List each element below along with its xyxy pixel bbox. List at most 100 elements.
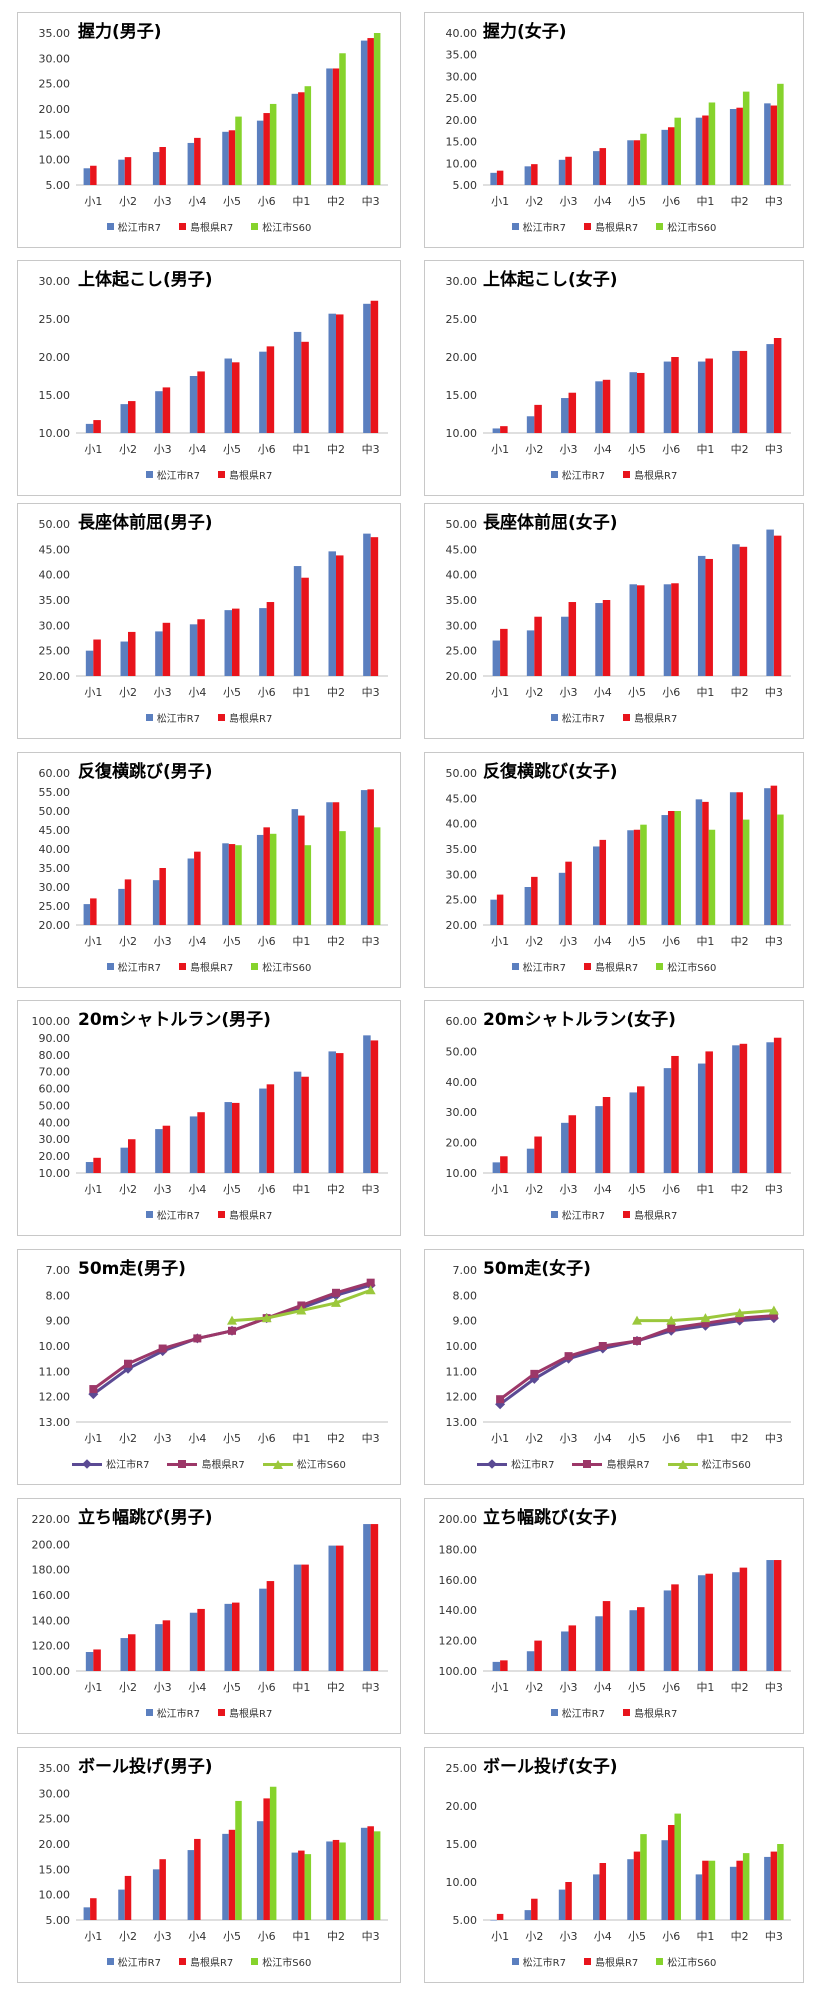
bar-shimane_r7-小3 [568, 392, 577, 433]
bar-shimane_r7-小6 [266, 602, 275, 676]
legend-item: 松江市R7 [550, 1705, 605, 1720]
bar-matsue_r7-小5 [627, 830, 634, 925]
x-tick-label: 小1 [491, 1183, 509, 1196]
bar-matsue_r7-中1 [697, 1063, 706, 1173]
bar-shimane_r7-中1 [702, 801, 709, 925]
x-tick-label: 小4 [594, 686, 612, 699]
bar-matsue_r7-小5 [222, 131, 229, 185]
bar-matsue_r7-中1 [697, 361, 706, 433]
bar-matsue_r7-小1 [85, 1652, 94, 1671]
bar-shimane_r7-小6 [671, 357, 679, 433]
bar-matsue_s60-小6 [269, 833, 277, 925]
bar-matsue_r7-中3 [766, 1560, 774, 1671]
series-line-matsue_r7_line [92, 1283, 372, 1396]
bar-matsue_r7-中1 [293, 1564, 302, 1671]
bar-matsue_r7-中1 [293, 566, 302, 676]
bar-shimane_r7-小6 [667, 811, 675, 925]
x-tick-label: 中1 [696, 1183, 714, 1196]
bar-matsue_r7-小1 [85, 650, 94, 676]
x-tick-label: 小5 [628, 443, 646, 456]
legend-swatch-icon [178, 963, 186, 970]
legend-swatch-icon [106, 223, 114, 230]
x-tick-label: 小3 [560, 1930, 578, 1943]
legend-swatch-icon [656, 223, 664, 230]
x-tick-label: 小2 [525, 1432, 543, 1445]
x-tick-label: 中1 [292, 1930, 310, 1943]
legend-label: 島根県R7 [634, 471, 678, 482]
bar-matsue_s60-中3 [373, 1831, 381, 1920]
point-matsue_s60_line [666, 1315, 677, 1325]
point-shimane_r7_line [769, 1311, 778, 1320]
bar-shimane_r7-小3 [565, 1882, 572, 1920]
bar-matsue_r7-小1 [490, 899, 497, 925]
legend-label: 松江市S60 [701, 1460, 751, 1471]
chart-panel: 10.00 15.00 20.00 25.00 30.00 小1 小2 小3 小4 小5 小6 中1 中… [424, 260, 804, 496]
y-tick-label: 160.00 [32, 1589, 71, 1602]
bar-shimane_r7-小6 [263, 827, 270, 925]
bar-shimane_r7-小2 [531, 876, 538, 925]
legend-line-marker-icon [167, 1459, 198, 1468]
y-tick-label: 45.00 [39, 824, 71, 837]
x-tick-label: 小5 [223, 1930, 241, 1943]
x-tick-label: 小4 [594, 935, 612, 948]
legend-swatch-icon [218, 1211, 225, 1218]
bar-shimane_r7-中1 [301, 341, 309, 433]
bar-matsue_r7-小2 [526, 1148, 535, 1173]
x-tick-label: 小5 [628, 1183, 646, 1196]
x-tick-label: 小4 [594, 1930, 612, 1943]
chart-title: ボール投げ(女子) [483, 1757, 618, 1777]
bar-shimane_r7-中3 [773, 535, 782, 676]
bar-shimane_r7-中2 [332, 802, 340, 925]
chart-panel: 20.00 25.00 30.00 35.00 40.00 45.00 50.00 小1 小2 小… [424, 752, 804, 988]
y-tick-label: 5.00 [453, 1914, 478, 1927]
legend-label: 島根県R7 [594, 963, 639, 974]
legend-swatch-icon [550, 714, 558, 721]
bar-shimane_r7-中2 [336, 1053, 344, 1173]
chart-panel: 10.00 20.00 30.00 40.00 50.00 60.00 小1 小2 小3 小4 小5… [424, 1000, 804, 1236]
x-tick-label: 小2 [119, 1930, 137, 1943]
bar-shimane_r7-小5 [633, 829, 641, 925]
y-tick-label: 50.00 [39, 518, 71, 531]
legend-item: 松江市R7 [511, 219, 566, 234]
bar-shimane_r7-中2 [736, 107, 743, 185]
y-tick-label: 40.00 [39, 1116, 71, 1129]
bar-shimane_r7-小4 [602, 1097, 611, 1173]
bar-matsue_r7-小6 [259, 608, 267, 676]
y-tick-label: 35.00 [446, 843, 478, 856]
bar-shimane_r7-小5 [637, 585, 645, 676]
bar-shimane_r7-中2 [332, 1839, 340, 1920]
bar-matsue_s60-小6 [674, 1813, 681, 1920]
x-tick-label: 小4 [188, 686, 206, 699]
bar-matsue_r7-小6 [661, 129, 668, 185]
bar-shimane_r7-小3 [159, 147, 166, 185]
legend-item: 松江市S60 [251, 959, 311, 974]
bar-matsue_r7-小3 [155, 1624, 163, 1671]
legend-item: 松江市S60 [656, 1954, 716, 1969]
legend-label: 松江市R7 [561, 471, 605, 482]
bar-matsue_r7-中3 [363, 303, 371, 433]
y-tick-label: 15.00 [39, 389, 71, 402]
legend-label: 島根県R7 [229, 1211, 273, 1222]
point-shimane_r7_line [667, 1324, 676, 1333]
legend-label: 松江市R7 [156, 714, 200, 725]
bar-matsue_s60-中2 [339, 53, 346, 186]
bar-matsue_r7-小1 [85, 423, 94, 433]
legend-label: 島根県R7 [229, 1709, 273, 1720]
x-tick-label: 小4 [594, 1681, 612, 1694]
legend-swatch-icon [145, 471, 153, 478]
bar-matsue_s60-小5 [235, 845, 242, 925]
bar-matsue_r7-小6 [256, 834, 264, 925]
bar-matsue_r7-小5 [224, 358, 232, 433]
bar-matsue_r7-小3 [561, 1122, 569, 1173]
bar-matsue_s60-小6 [269, 103, 277, 185]
chart-legend: 松江市R7 島根県R7 松江市S60 [425, 959, 803, 974]
x-tick-label: 小6 [662, 686, 680, 699]
legend-item: 松江市R7 [145, 1705, 200, 1720]
y-tick-label: 45.00 [39, 543, 71, 556]
bar-shimane_r7-小3 [568, 602, 577, 676]
point-matsue_r7_line [495, 1399, 506, 1410]
bar-matsue_r7-小6 [259, 1588, 267, 1671]
bar-shimane_r7-小2 [124, 157, 132, 185]
legend-swatch-icon [145, 1709, 153, 1716]
bar-matsue_r7-小1 [492, 640, 501, 676]
